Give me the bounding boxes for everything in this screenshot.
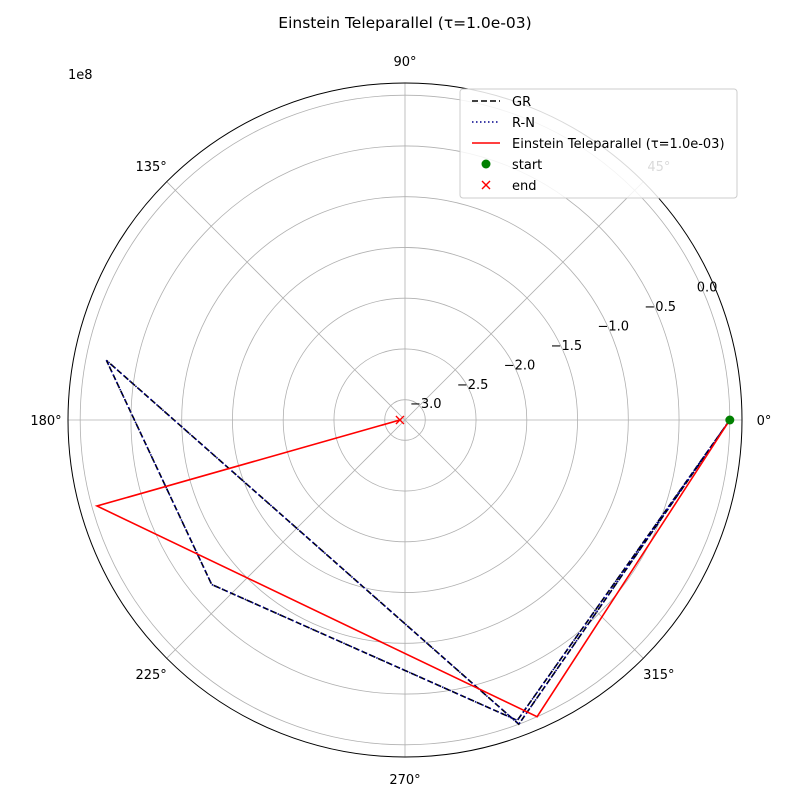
radial-scale-label: 1e8 — [68, 68, 93, 83]
polar-grid — [67, 82, 743, 758]
angle-tick-label: 315° — [643, 668, 674, 683]
legend-swatch — [481, 180, 491, 190]
series-line-2 — [94, 419, 731, 718]
angular-gridline — [404, 181, 644, 421]
angle-tick-label: 135° — [135, 160, 166, 175]
angular-gridline — [166, 181, 406, 421]
legend: GR R-N Einstein Teleparallel (τ=1.0e-03) st… — [459, 88, 738, 199]
series-line-0 — [105, 359, 731, 726]
legend-label: Einstein Teleparallel (τ=1.0e-03) — [512, 137, 725, 152]
legend-label: start — [512, 158, 542, 173]
radial-tick-label: −2.0 — [504, 358, 536, 373]
chart-title: Einstein Teleparallel (τ=1.0e-03) — [278, 14, 531, 32]
angular-gridline — [404, 419, 644, 659]
marker-start — [725, 415, 735, 425]
angle-tick-label: 90° — [393, 55, 416, 70]
angle-tick-label: 270° — [389, 773, 420, 788]
marker-end — [395, 415, 405, 425]
radial-tick-label: −2.5 — [457, 378, 489, 393]
radial-tick-label: −1.0 — [598, 320, 630, 335]
angle-tick-label: 0° — [757, 414, 772, 429]
angle-tick-label: 225° — [135, 668, 166, 683]
polar-frame — [67, 82, 743, 758]
radial-tick-label: 0.0 — [697, 281, 718, 296]
legend-box — [459, 88, 738, 199]
legend-label: end — [512, 179, 537, 194]
legend-label: R-N — [512, 116, 535, 131]
tick-labels: −3.0−2.5−2.0−1.5−1.0−0.50.00°45°90°135°1… — [30, 55, 771, 788]
angular-gridline — [166, 419, 406, 659]
radial-tick-label: −0.5 — [644, 300, 676, 315]
series-layer — [94, 359, 735, 726]
angle-tick-label: 180° — [30, 414, 61, 429]
legend-swatch — [481, 159, 491, 169]
radial-tick-label: −1.5 — [551, 339, 583, 354]
series-line-1 — [105, 359, 731, 726]
legend-label: GR — [512, 95, 531, 110]
radial-tick-label: −3.0 — [410, 397, 442, 412]
